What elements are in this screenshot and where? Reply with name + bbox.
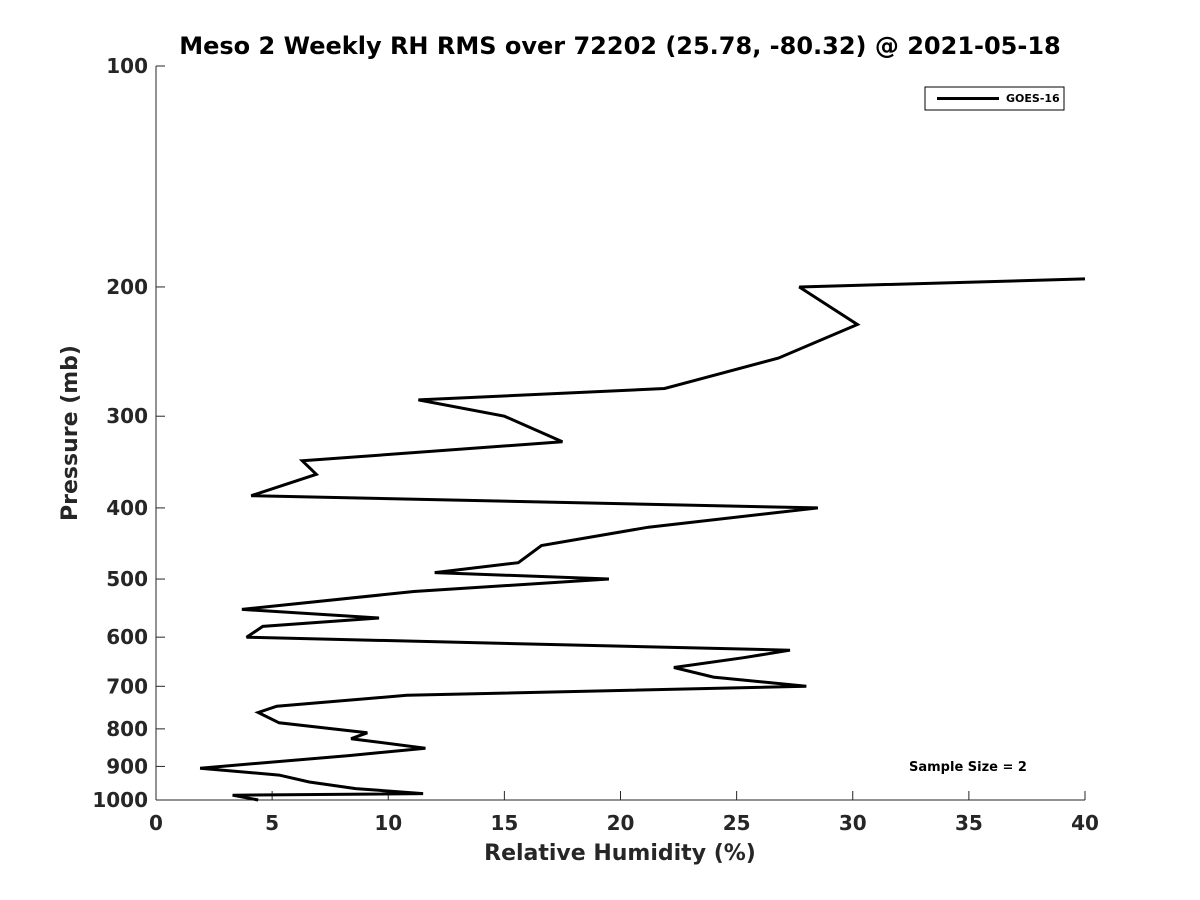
x-tick-label: 30 (839, 811, 867, 835)
sample-size-note: Sample Size = 2 (909, 760, 1027, 775)
x-tick-label: 15 (490, 811, 518, 835)
y-tick-label: 600 (106, 625, 148, 649)
y-tick-label: 300 (106, 404, 148, 428)
legend-label-goes-16: GOES-16 (1006, 92, 1060, 105)
series-group (199, 277, 1086, 802)
y-tick-label: 100 (106, 54, 148, 78)
y-tick-label: 800 (106, 717, 148, 741)
x-tick-label: 10 (374, 811, 402, 835)
y-tick-label: 900 (106, 754, 148, 778)
y-tick-label: 400 (106, 496, 148, 520)
x-tick-label: 40 (1071, 811, 1099, 835)
x-tick-label: 25 (723, 811, 751, 835)
y-axis-label: Pressure (mb) (58, 345, 83, 521)
y-tick-label: 500 (106, 567, 148, 591)
x-tick-label: 0 (149, 811, 163, 835)
axis-ticks: 0 5 10 15 20 25 30 35 40 100 200 300 400 500 600 700 800… (92, 54, 1099, 835)
y-tick-label: 1000 (92, 788, 148, 812)
x-tick-label: 35 (955, 811, 983, 835)
x-axis-label: Relative Humidity (%) (484, 841, 756, 866)
legend: GOES-16 (924, 86, 1065, 111)
x-tick-label: 20 (607, 811, 635, 835)
y-tick-label: 200 (106, 275, 148, 299)
y-tick-label: 700 (106, 674, 148, 698)
x-tick-label: 5 (265, 811, 279, 835)
chart-title: Meso 2 Weekly RH RMS over 72202 (25.78, … (179, 32, 1061, 60)
series-line-goes-16 (199, 277, 1086, 802)
